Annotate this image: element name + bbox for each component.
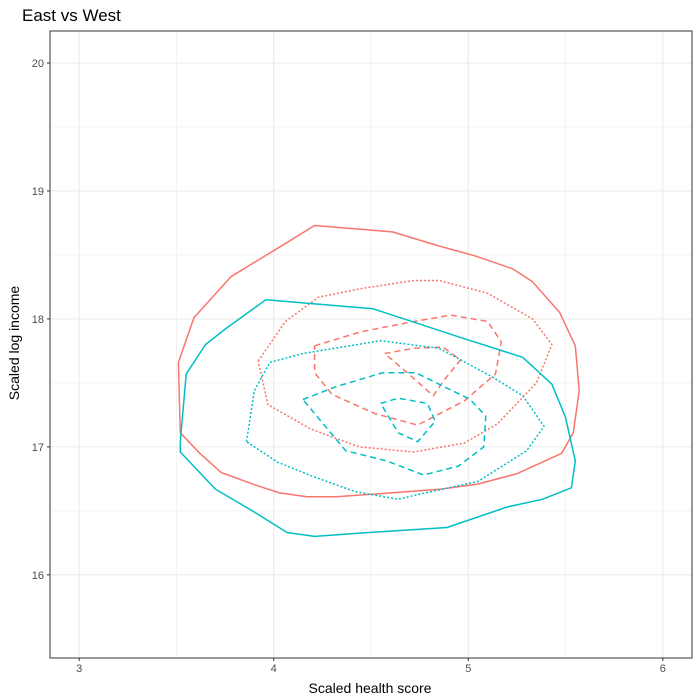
axis-ticks: 3 4 5 6 16 17 18 19 20: [32, 58, 666, 675]
contour-line: [302, 371, 487, 476]
y-tick-label: 16: [32, 570, 44, 582]
contour-lines: [177, 224, 580, 538]
x-axis-title: Scaled health score: [309, 680, 432, 696]
x-tick-label: 4: [271, 663, 277, 675]
contour-line: [177, 224, 580, 498]
y-tick-label: 18: [32, 314, 44, 326]
y-tick-label: 19: [32, 186, 44, 198]
contour-line: [179, 298, 577, 538]
x-tick-label: 5: [465, 663, 471, 675]
chart-title: East vs West: [22, 6, 121, 25]
x-tick-label: 3: [76, 663, 82, 675]
contour-line: [384, 346, 462, 397]
y-tick-label: 20: [32, 58, 44, 70]
contour-line: [257, 279, 553, 453]
y-axis-title: Scaled log income: [6, 286, 22, 401]
contour-line: [245, 339, 545, 501]
y-tick-label: 17: [32, 442, 44, 454]
x-tick-label: 6: [660, 663, 666, 675]
contour-line: [380, 397, 436, 443]
grid-layer: [50, 31, 692, 658]
panel-border: [49, 30, 693, 659]
